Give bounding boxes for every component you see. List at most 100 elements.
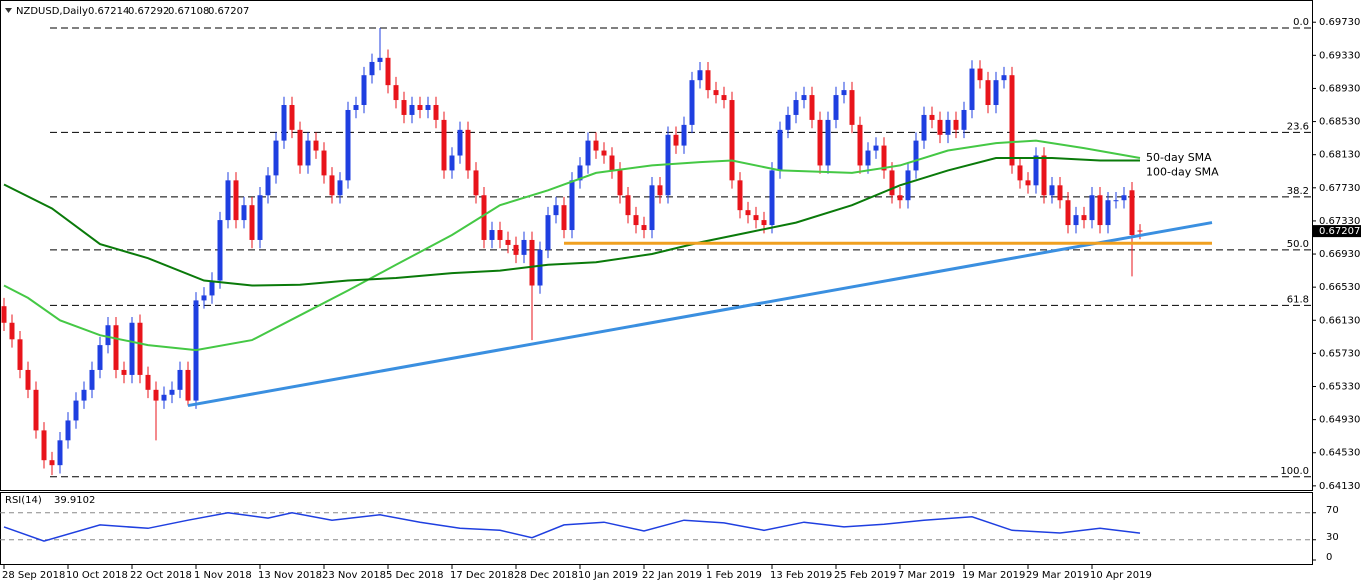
candle-body bbox=[521, 239, 527, 255]
candle-body bbox=[913, 140, 919, 171]
x-tick-label: 29 Mar 2019 bbox=[1026, 570, 1089, 581]
x-tick-label: 1 Feb 2019 bbox=[706, 570, 762, 581]
candle-body bbox=[441, 119, 447, 171]
rsi-title: RSI(14) bbox=[5, 495, 42, 506]
candle-body bbox=[505, 239, 511, 245]
candle-body bbox=[129, 322, 135, 375]
x-tick-label: 22 Oct 2018 bbox=[130, 570, 192, 581]
candle-body bbox=[425, 105, 431, 110]
rsi-tick-label: 30 bbox=[1326, 532, 1339, 543]
candle-body bbox=[961, 109, 967, 130]
candle-body bbox=[833, 95, 839, 120]
candle-body bbox=[769, 170, 775, 226]
candle-body bbox=[153, 389, 159, 401]
open-value: 0.67214 bbox=[88, 6, 129, 17]
candle-body bbox=[945, 119, 951, 135]
candle-body bbox=[217, 220, 223, 281]
candle-body bbox=[137, 322, 143, 375]
x-tick-label: 5 Dec 2018 bbox=[386, 570, 444, 581]
candle-body bbox=[873, 145, 879, 151]
candle-body bbox=[681, 124, 687, 146]
fib-label: 100.0 bbox=[1280, 466, 1309, 477]
x-tick-label: 10 Oct 2018 bbox=[66, 570, 128, 581]
candle-body bbox=[313, 140, 319, 151]
candle-body bbox=[609, 155, 615, 171]
candle-body bbox=[937, 119, 943, 135]
candle-body bbox=[465, 129, 471, 171]
last-price-label: 0.67207 bbox=[1319, 226, 1360, 237]
candle-body bbox=[1081, 215, 1087, 221]
candle-body bbox=[177, 369, 183, 390]
y-tick-label: 0.69730 bbox=[1319, 17, 1360, 28]
candle-body bbox=[737, 180, 743, 211]
candle-body bbox=[417, 105, 423, 110]
candle-body bbox=[489, 230, 495, 240]
candle-body bbox=[1, 306, 7, 323]
candle-body bbox=[793, 100, 799, 115]
x-tick-label: 25 Feb 2019 bbox=[834, 570, 896, 581]
y-tick-label: 0.68530 bbox=[1319, 117, 1360, 128]
x-tick-label: 17 Dec 2018 bbox=[450, 570, 514, 581]
candle-body bbox=[657, 185, 663, 196]
candle-body bbox=[705, 70, 711, 91]
candle-body bbox=[1001, 75, 1007, 81]
candle-body bbox=[697, 70, 703, 81]
candle-body bbox=[17, 339, 23, 370]
candle-body bbox=[1017, 165, 1023, 181]
x-tick-label: 28 Sep 2018 bbox=[2, 570, 65, 581]
candle-body bbox=[281, 105, 287, 141]
fib-label: 23.6 bbox=[1287, 121, 1309, 132]
candle-body bbox=[569, 180, 575, 231]
candle-body bbox=[729, 100, 735, 181]
candle-body bbox=[265, 175, 271, 196]
candle-body bbox=[1033, 155, 1039, 186]
trendline bbox=[187, 221, 1213, 408]
rsi-value: 39.9102 bbox=[54, 495, 95, 506]
y-tick-label: 0.66930 bbox=[1319, 249, 1360, 260]
candle-body bbox=[233, 180, 239, 221]
symbol-icon bbox=[5, 8, 12, 13]
sma-label: 50-day SMA bbox=[1146, 151, 1212, 164]
candle-body bbox=[353, 105, 359, 110]
x-tick-label: 23 Nov 2018 bbox=[322, 570, 386, 581]
rsi-tick-label: 70 bbox=[1326, 505, 1339, 516]
candle-body bbox=[201, 295, 207, 301]
candle-body bbox=[617, 170, 623, 196]
candle-body bbox=[1025, 180, 1031, 186]
y-tick-label: 0.65330 bbox=[1319, 382, 1360, 393]
candle-body bbox=[825, 119, 831, 166]
candle-body bbox=[121, 369, 127, 375]
candle-body bbox=[1049, 185, 1055, 196]
candle-body bbox=[241, 205, 247, 221]
candle-body bbox=[273, 140, 279, 176]
candle-body bbox=[577, 165, 583, 181]
candle-body bbox=[385, 57, 391, 86]
x-tick-label: 19 Mar 2019 bbox=[962, 570, 1025, 581]
candle-body bbox=[89, 369, 95, 390]
candle-body bbox=[857, 124, 863, 166]
candle-body bbox=[969, 68, 975, 110]
candle-body bbox=[881, 145, 887, 171]
fib-label: 61.8 bbox=[1287, 294, 1309, 305]
candle-body bbox=[985, 80, 991, 106]
rsi-line bbox=[3, 512, 1141, 542]
candle-body bbox=[25, 369, 31, 390]
candle-body bbox=[449, 155, 455, 171]
candle-body bbox=[721, 95, 727, 101]
candle-body bbox=[345, 109, 351, 181]
candle-body bbox=[1009, 75, 1015, 166]
candle-body bbox=[633, 215, 639, 226]
candle-body bbox=[649, 185, 655, 231]
y-tick-label: 0.67730 bbox=[1319, 183, 1360, 194]
candle-body bbox=[929, 114, 935, 120]
y-tick-label: 0.69330 bbox=[1319, 50, 1360, 61]
candle-body bbox=[481, 195, 487, 240]
candle-body bbox=[9, 322, 15, 340]
x-tick-label: 10 Jan 2019 bbox=[578, 570, 638, 581]
candle-body bbox=[57, 440, 63, 466]
candle-body bbox=[1105, 200, 1111, 226]
candle-body bbox=[145, 374, 151, 390]
candle-body bbox=[1137, 230, 1143, 232]
candle-body bbox=[897, 195, 903, 201]
